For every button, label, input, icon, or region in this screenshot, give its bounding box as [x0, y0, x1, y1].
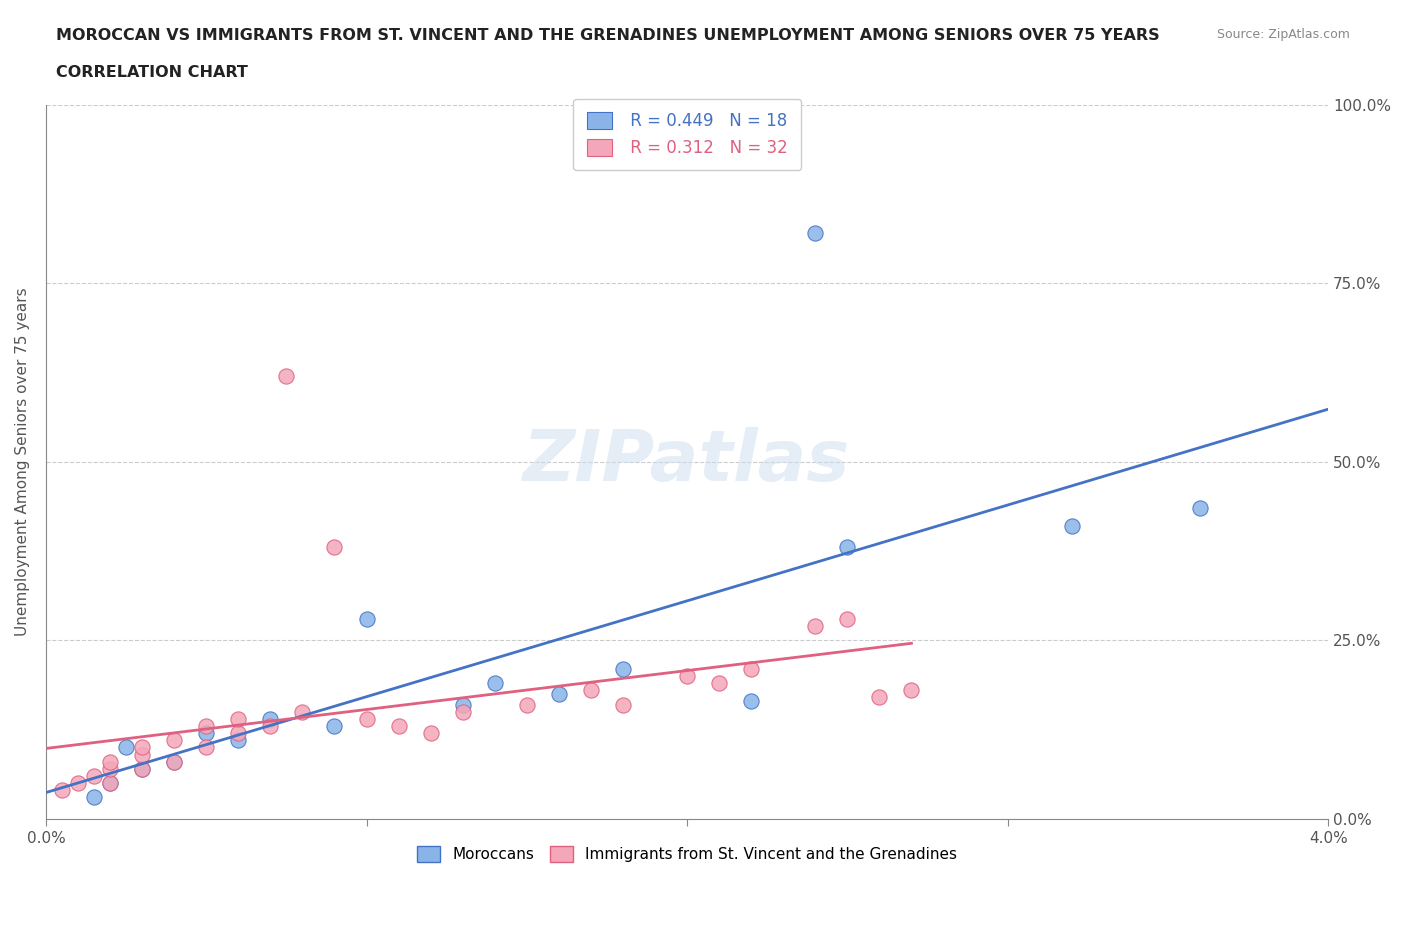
Point [83, 790, 105, 804]
Point [1060, 519, 1083, 534]
Point [868, 690, 890, 705]
Point [259, 711, 281, 726]
Point [484, 676, 506, 691]
Point [195, 719, 218, 734]
Point [195, 740, 218, 755]
Point [276, 368, 298, 383]
Point [226, 711, 249, 726]
Point [419, 725, 441, 740]
Point [804, 226, 827, 241]
Point [612, 698, 634, 712]
Point [98, 776, 121, 790]
Point [66, 776, 89, 790]
Point [51, 783, 73, 798]
Point [131, 740, 153, 755]
Legend: Moroccans, Immigrants from St. Vincent and the Grenadines: Moroccans, Immigrants from St. Vincent a… [411, 840, 963, 869]
Point [579, 683, 602, 698]
Point [451, 698, 474, 712]
Point [900, 683, 922, 698]
Point [131, 747, 153, 762]
Point [547, 686, 569, 701]
Point [98, 776, 121, 790]
Point [516, 698, 538, 712]
Point [323, 540, 346, 555]
Point [356, 711, 378, 726]
Point [676, 669, 699, 684]
Point [323, 719, 346, 734]
Point [837, 540, 859, 555]
Point [707, 676, 730, 691]
Text: ZIPatlas: ZIPatlas [523, 427, 851, 497]
Text: CORRELATION CHART: CORRELATION CHART [56, 65, 247, 80]
Point [451, 704, 474, 719]
Point [387, 719, 409, 734]
Point [291, 704, 314, 719]
Point [131, 762, 153, 777]
Point [740, 661, 762, 676]
Text: Source: ZipAtlas.com: Source: ZipAtlas.com [1216, 28, 1350, 41]
Point [163, 754, 186, 769]
Point [226, 733, 249, 748]
Point [131, 762, 153, 777]
Point [98, 762, 121, 777]
Y-axis label: Unemployment Among Seniors over 75 years: Unemployment Among Seniors over 75 years [15, 287, 30, 636]
Point [226, 725, 249, 740]
Point [98, 754, 121, 769]
Point [1188, 500, 1211, 515]
Point [804, 618, 827, 633]
Point [837, 611, 859, 626]
Point [740, 694, 762, 709]
Point [163, 733, 186, 748]
Text: MOROCCAN VS IMMIGRANTS FROM ST. VINCENT AND THE GRENADINES UNEMPLOYMENT AMONG SE: MOROCCAN VS IMMIGRANTS FROM ST. VINCENT … [56, 28, 1160, 43]
Point [163, 754, 186, 769]
Point [356, 611, 378, 626]
Point [83, 768, 105, 783]
Point [115, 740, 138, 755]
Point [259, 719, 281, 734]
Point [195, 725, 218, 740]
Point [612, 661, 634, 676]
